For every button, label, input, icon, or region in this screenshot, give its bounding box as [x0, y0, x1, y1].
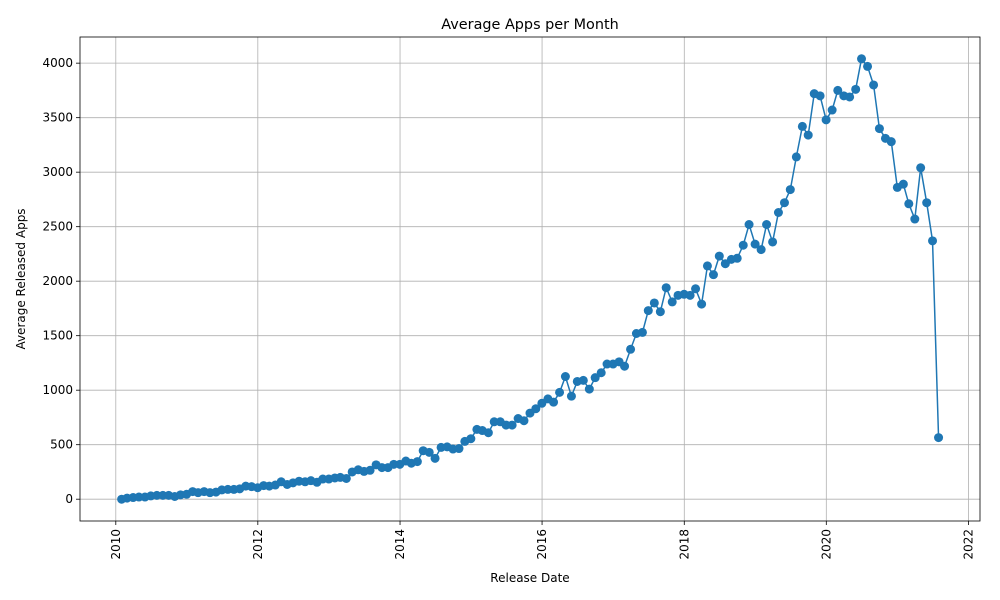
data-point [886, 137, 896, 147]
data-point [827, 105, 837, 115]
data-point [531, 404, 541, 414]
data-point [869, 80, 879, 90]
x-tick-label: 2014 [393, 529, 407, 560]
data-point [590, 373, 600, 383]
data-point [857, 54, 867, 64]
data-point [934, 433, 944, 443]
data-point [466, 434, 476, 444]
data-point [732, 253, 742, 263]
data-point [833, 85, 843, 95]
data-point [910, 214, 920, 224]
data-point [928, 236, 938, 246]
data-point [803, 130, 813, 140]
data-point [365, 465, 375, 475]
x-tick-label: 2020 [819, 529, 833, 560]
data-point [507, 420, 517, 430]
data-point [785, 185, 795, 195]
data-point [744, 220, 754, 229]
data-point [691, 284, 701, 294]
data-point [756, 245, 766, 255]
data-point [412, 457, 422, 467]
x-axis-label: Release Date [490, 571, 569, 585]
data-point [845, 92, 855, 102]
data-point [851, 84, 861, 94]
data-point [626, 344, 636, 354]
data-point [685, 290, 695, 300]
data-point [922, 198, 932, 208]
data-point [454, 444, 464, 454]
data-point [863, 61, 873, 71]
data-point [341, 473, 351, 483]
data-point [424, 447, 434, 457]
data-point [773, 208, 783, 217]
data-point [738, 240, 748, 250]
data-point [779, 198, 789, 208]
data-point [708, 270, 718, 280]
data-point [791, 152, 801, 162]
data-point [768, 237, 778, 247]
data-point [797, 121, 807, 131]
data-point [750, 239, 760, 249]
data-point [430, 453, 440, 463]
data-point [519, 416, 529, 426]
y-tick-label: 4000 [42, 56, 73, 70]
data-point [483, 428, 493, 438]
data-point [620, 361, 630, 371]
x-tick-label: 2022 [962, 529, 976, 560]
data-point [702, 261, 712, 271]
x-tick-label: 2016 [535, 529, 549, 560]
data-point [549, 397, 559, 407]
y-tick-label: 3000 [42, 165, 73, 179]
data-point [596, 368, 606, 378]
data-point [714, 251, 724, 261]
plot-frame [79, 36, 981, 522]
data-point [649, 298, 659, 308]
y-tick-label: 0 [65, 492, 73, 506]
data-point [655, 307, 665, 317]
data-point [874, 124, 884, 134]
y-axis-label: Average Released Apps [14, 208, 28, 349]
data-point [661, 283, 671, 293]
data-point [667, 297, 677, 307]
data-point [555, 387, 565, 397]
y-tick-label: 2000 [42, 274, 73, 288]
data-point [560, 372, 570, 382]
y-tick-label: 1000 [42, 383, 73, 397]
data-point [697, 299, 707, 309]
data-point [578, 375, 588, 385]
y-tick-label: 3500 [42, 111, 73, 125]
x-axis: 2010 2012 2014 2016 2018 2020 2022 [109, 521, 976, 560]
data-point [584, 384, 594, 394]
x-tick-label: 2018 [677, 529, 691, 560]
series-points [117, 54, 944, 504]
data-point [643, 306, 653, 316]
data-point [821, 115, 831, 125]
x-tick-label: 2012 [251, 529, 265, 560]
y-tick-label: 1500 [42, 329, 73, 343]
data-point [566, 391, 576, 401]
data-point [898, 179, 908, 189]
data-point [762, 220, 772, 229]
data-point [637, 327, 647, 337]
x-tick-label: 2010 [109, 529, 123, 560]
data-point [815, 91, 825, 101]
y-tick-label: 500 [50, 438, 73, 452]
y-tick-label: 2500 [42, 220, 73, 234]
data-point [904, 199, 914, 209]
data-point [916, 163, 926, 173]
y-axis: 0 500 1000 1500 2000 2500 3000 3500 4000 [42, 56, 80, 506]
chart-title: Average Apps per Month [441, 17, 618, 33]
